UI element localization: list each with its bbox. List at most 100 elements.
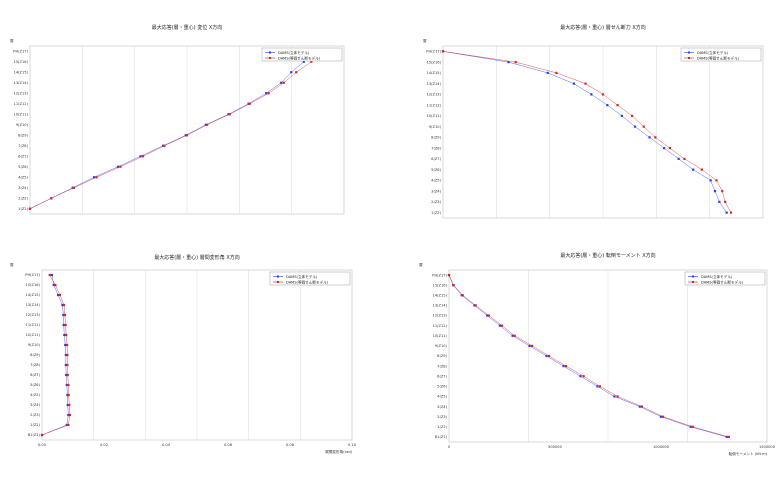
x-tick-label: 0.02 — [100, 443, 108, 447]
y-tick-label: 14(Z15) — [14, 70, 29, 74]
y-tick-label: 14(Z15) — [433, 293, 448, 297]
data-point-2 — [513, 334, 516, 337]
data-point-2 — [66, 353, 69, 357]
data-point-1 — [725, 435, 728, 439]
data-point-1 — [50, 273, 54, 277]
y-tick-label: 11(Z12) — [427, 103, 442, 107]
data-point-2 — [616, 104, 619, 107]
data-point-2 — [64, 323, 67, 327]
x-tick-label: 0 — [448, 445, 451, 449]
data-point-2 — [119, 165, 122, 168]
data-point-2 — [683, 157, 686, 160]
y-tick-label: 14(Z15) — [427, 71, 442, 75]
legend-label: DAMS(等価せん断モデル) — [701, 279, 744, 284]
y-tick-label: 3(Z4) — [431, 189, 441, 193]
legend-box — [269, 271, 351, 286]
chart-panel-overturning-moment: 最大応答(層・重心) 転倒モーメント X方向層 B1(Z1) 1(Z2) 2(Z3) 3… — [415, 248, 776, 464]
data-point-2 — [68, 413, 71, 417]
y-tick-label: 5(Z6) — [437, 385, 447, 389]
data-point-1 — [590, 93, 593, 96]
y-tick-label: 12(Z13) — [26, 313, 41, 317]
data-point-2 — [727, 435, 730, 439]
series-line-1 — [29, 51, 315, 209]
data-point-2 — [729, 211, 733, 214]
data-point-2 — [67, 393, 70, 397]
legend-box — [261, 47, 343, 62]
data-point-1 — [247, 102, 250, 105]
y-tick-label: 13(Z14) — [427, 82, 442, 86]
data-point-2 — [500, 324, 504, 327]
y-tick-label: PH(Z17) — [432, 273, 447, 277]
data-point-2 — [642, 125, 645, 128]
y-tick-label: 9(Z10) — [435, 344, 448, 348]
y-tick-label: PH(Z17) — [25, 273, 40, 277]
data-point-1 — [662, 147, 666, 150]
data-point-2 — [441, 50, 445, 53]
y-tick-label: 5(Z6) — [431, 168, 441, 172]
y-tick-label: 4(Z5) — [30, 393, 40, 397]
data-point-2 — [267, 92, 270, 95]
y-tick-label: 12(Z13) — [427, 93, 442, 97]
data-point-1 — [139, 155, 142, 158]
y-tick-label: 15(Z16) — [14, 60, 29, 64]
data-point-2 — [531, 344, 534, 347]
y-tick-label: 2(Z3) — [431, 200, 441, 204]
data-point-1 — [71, 186, 74, 189]
data-point-2 — [295, 71, 298, 74]
data-point-1 — [507, 61, 510, 64]
data-point-2 — [205, 123, 209, 126]
data-point-2 — [248, 102, 251, 105]
data-point-1 — [511, 334, 514, 337]
y-tick-label: 13(Z14) — [14, 81, 29, 85]
y-tick-label: 3(Z4) — [18, 186, 28, 190]
data-point-2 — [668, 147, 672, 150]
x-tick-label: 0.08 — [286, 443, 295, 447]
data-point-2 — [700, 168, 704, 171]
data-point-2 — [28, 207, 32, 210]
y-tick-label: 7(Z8) — [30, 363, 40, 367]
data-point-2 — [66, 343, 69, 347]
legend-label: DAMS(立体モデル) — [278, 50, 310, 55]
y-tick-label: 4(Z5) — [18, 175, 28, 179]
data-point-2 — [616, 395, 619, 398]
legend-label: DAMS(立体モデル) — [697, 50, 729, 55]
data-point-1 — [486, 314, 489, 317]
legend-swatch-marker — [277, 281, 279, 283]
legend-swatch-marker — [688, 57, 690, 59]
data-point-2 — [40, 433, 44, 437]
y-axis-label: 層 — [10, 38, 14, 43]
data-point-2 — [68, 403, 71, 407]
data-point-2 — [66, 363, 69, 367]
y-tick-label: 13(Z14) — [433, 304, 448, 308]
y-tick-label: 15(Z16) — [433, 283, 448, 287]
chart-panel-drift-angle: 最大応答(層・重心) 層間変形角 X方向層 B1(Z1) 1(Z2) 2(Z3) 3(Z… — [6, 250, 360, 460]
data-point-1 — [57, 293, 60, 297]
data-point-2 — [564, 365, 568, 368]
x-tick-label: 0.06 — [224, 443, 233, 447]
data-point-2 — [63, 313, 67, 317]
y-axis-label: 層 — [423, 38, 427, 43]
legend-swatch-marker — [269, 57, 271, 59]
y-tick-label: 7(Z8) — [431, 146, 441, 150]
x-tick-label: 0.10 — [348, 443, 357, 447]
y-tick-label: 8(Z9) — [18, 133, 28, 137]
y-tick-label: 11(Z12) — [14, 102, 29, 106]
data-point-1 — [572, 82, 576, 85]
data-point-1 — [709, 179, 712, 182]
data-point-1 — [204, 123, 207, 126]
data-point-2 — [447, 273, 451, 277]
y-tick-label: 10(Z11) — [433, 334, 448, 338]
legend-box — [684, 271, 766, 286]
y-axis-label: 層 — [419, 262, 423, 267]
y-tick-label: 8(Z9) — [30, 353, 40, 357]
data-point-1 — [67, 413, 70, 417]
legend-swatch-marker — [269, 51, 271, 54]
data-point-2 — [601, 93, 605, 96]
data-point-1 — [633, 125, 637, 128]
y-tick-label: 6(Z7) — [18, 154, 28, 158]
data-point-1 — [713, 190, 717, 193]
data-point-2 — [598, 385, 602, 388]
